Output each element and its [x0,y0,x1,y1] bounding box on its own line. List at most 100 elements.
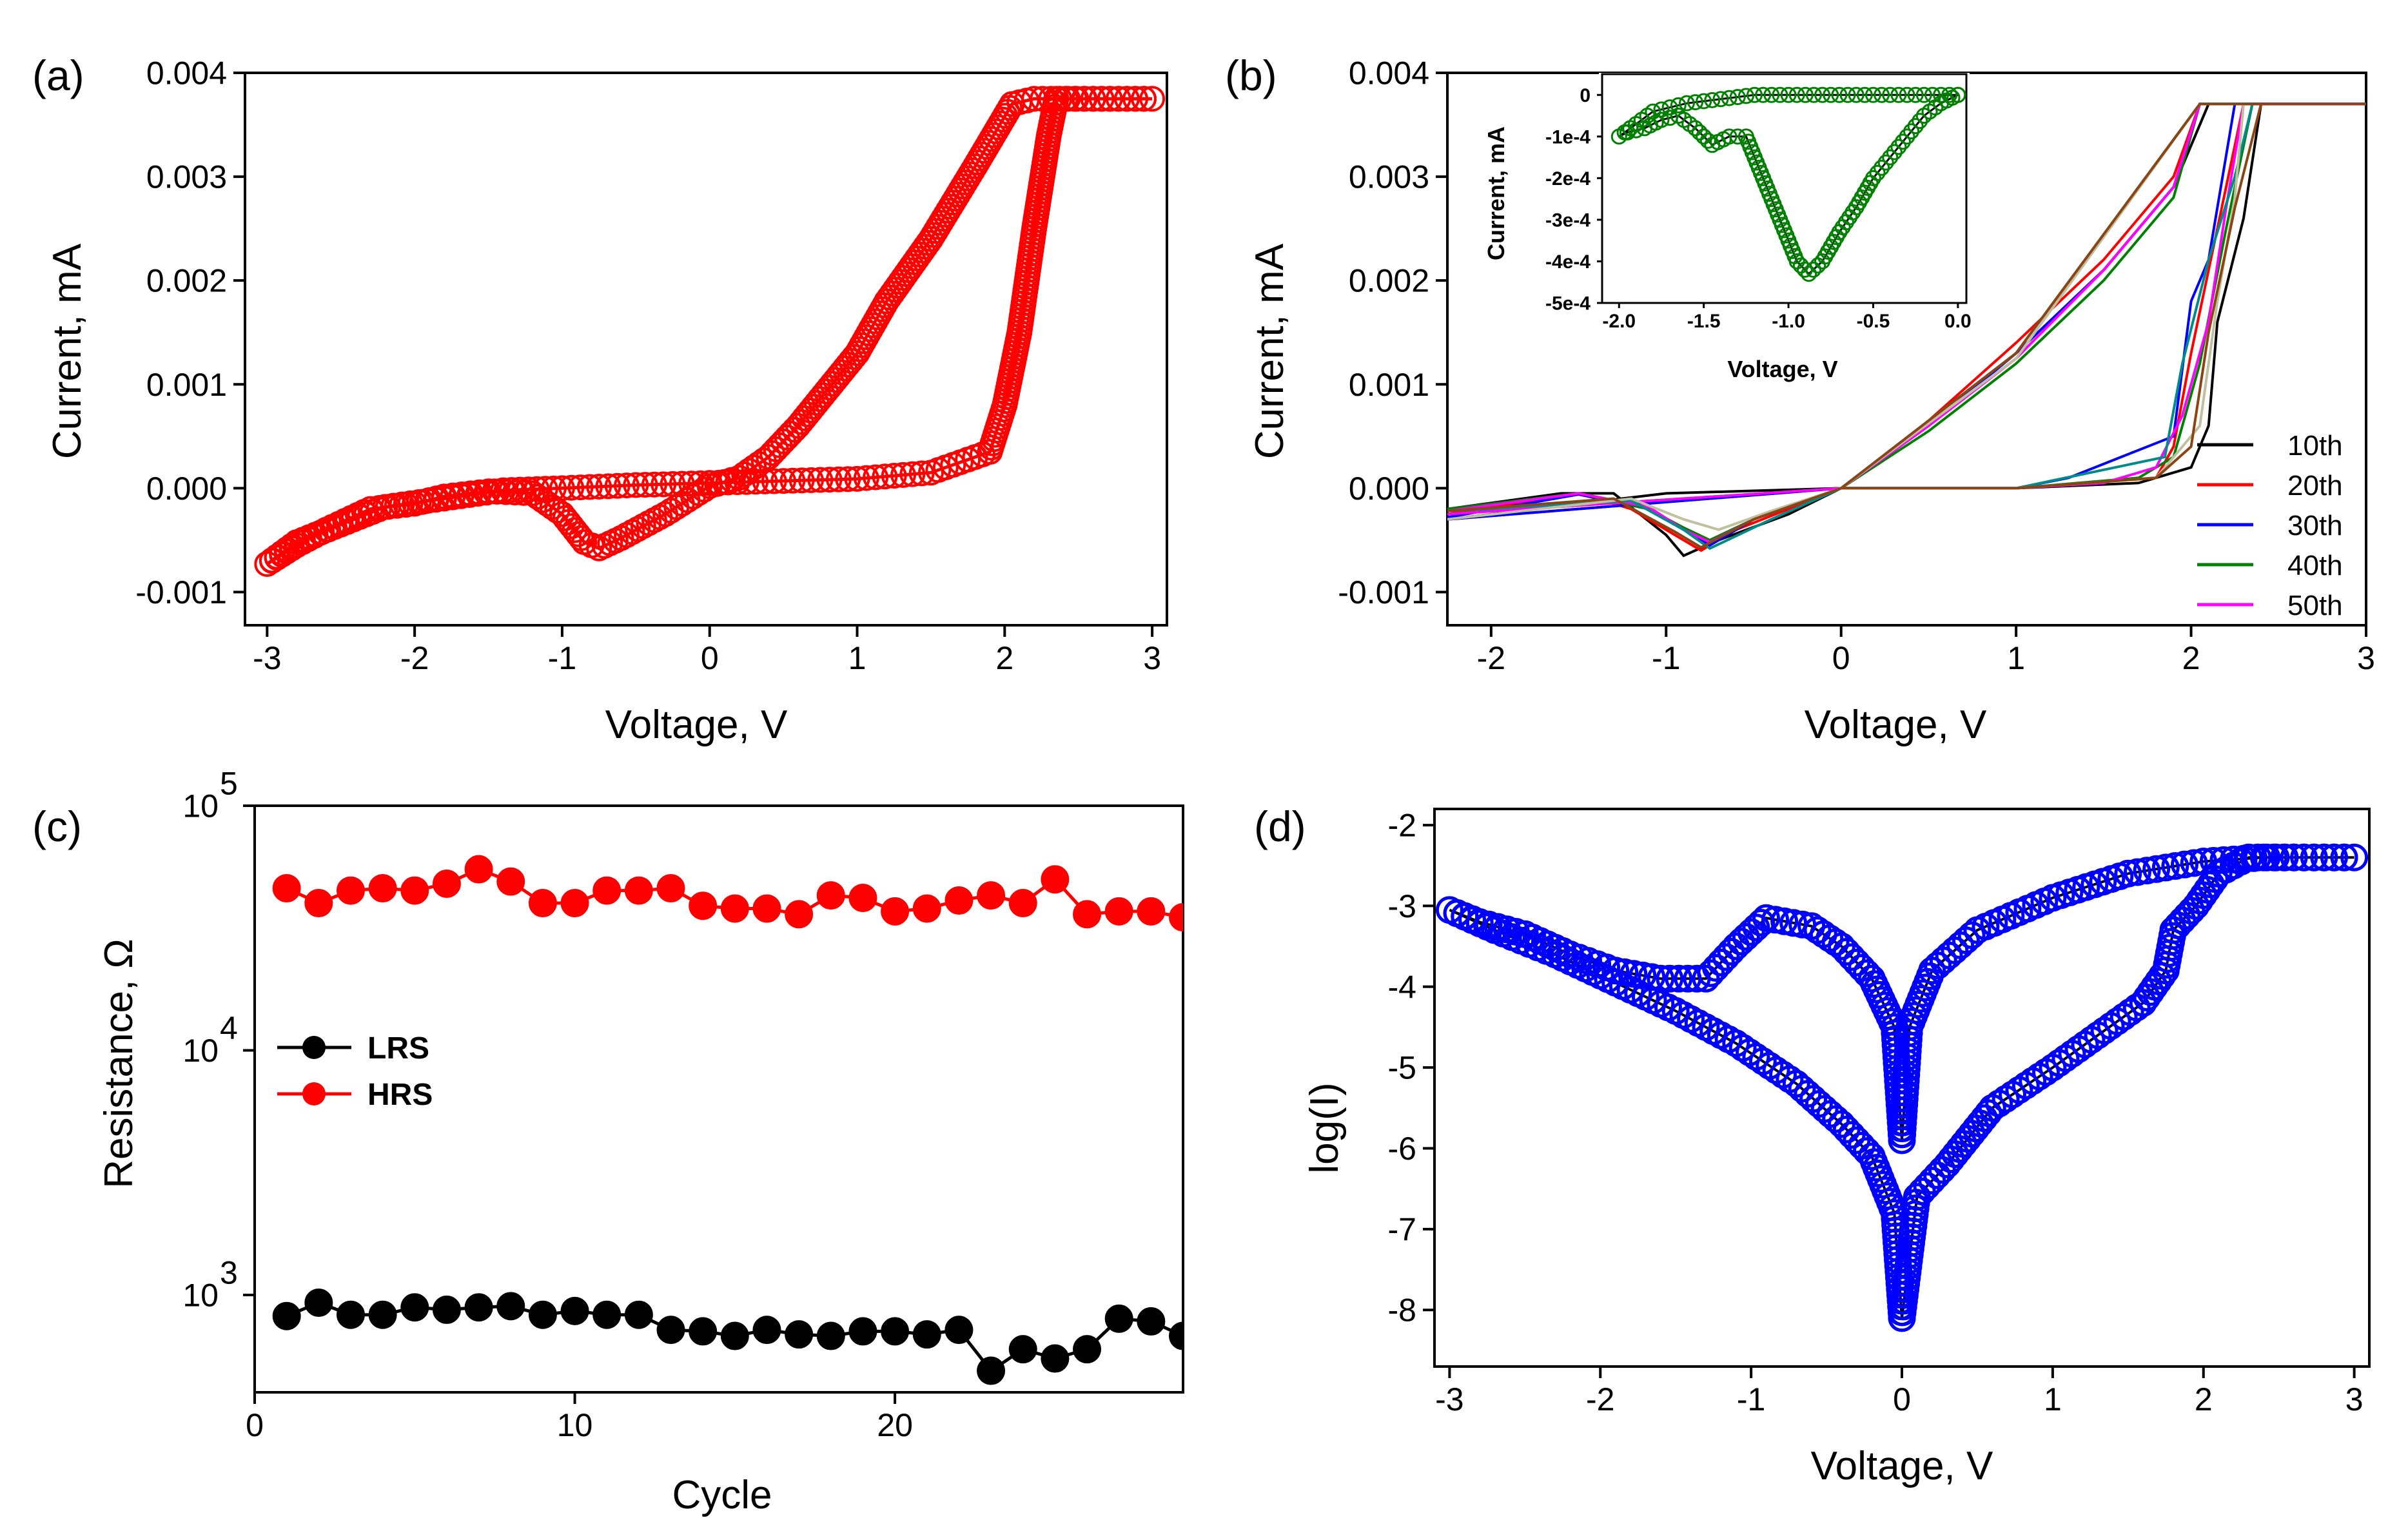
panel-a-data-point [567,474,594,501]
panel-d-data-point [2122,993,2151,1022]
panel-d-data-point [1692,964,1720,993]
panel-b-inset-data-point [1882,149,1899,166]
panel-a-data-point [1131,86,1157,112]
panel-a-data-point [532,476,558,502]
panel-b-inset-ytick-label: -4e-4 [1545,251,1591,273]
panel-a-data-point [604,472,631,499]
panel-d-xtick-label: 2 [2195,1381,2213,1417]
legend-marker-HRS [302,1082,326,1105]
panel-b-inset-xtick-label: 0.0 [1944,311,1972,332]
panel-b-inset-data-point [1924,86,1941,103]
panel-d-data [1435,843,2369,1332]
panel-d-data-point [1779,909,1808,937]
panel-d-xtick-label: -2 [1586,1381,1614,1417]
panel-b-inset-data-point [1747,86,1763,103]
panel-b-inset-data-point [1856,86,1873,103]
panel-b-xtick-label: 2 [2182,640,2200,676]
panel-b-inset-data-point [1907,118,1924,135]
panel-b-xlabel: Voltage, V [1805,703,1987,747]
panel-d-data-point [1788,910,1817,939]
panel-c-data [272,855,1183,1385]
panel-d-data-point [1761,906,1790,934]
panel-c-data-point-LRS [848,1317,877,1346]
panel-c-data-point-LRS [912,1320,941,1349]
panel-d-ytick-label: -7 [1388,1211,1416,1247]
panel-a-data-point [456,482,483,508]
panel-b-inset-ylabel: Current, mA [1483,126,1509,260]
panel-d-data-point [2161,852,2189,881]
panel-a-data-point [807,467,834,493]
panel-c-data-point-LRS [1104,1304,1133,1333]
panel-c-ytick-exponent: 5 [220,766,238,802]
panel-b-inset-xtick-label: -1.0 [1772,311,1805,332]
panel-b-ytick-label: 0.002 [1349,263,1429,299]
panel-d-data-point [2310,843,2338,871]
panel-c-data-point-LRS [977,1356,1006,1385]
panel-c-xtick-label: 20 [877,1407,913,1443]
panel-d-ylabel: log(I) [1302,1082,1347,1173]
panel-d-xtick-label: -1 [1737,1381,1765,1417]
panel-d-ytick-label: -3 [1388,888,1416,924]
panel-c-data-point-HRS [1137,897,1166,926]
panel-a-xtick-label: 0 [701,640,719,676]
panel-c-data-point-LRS [752,1316,781,1345]
panel-b-inset-data-point [1907,86,1924,103]
panel-b-inset-ytick-label: 0 [1580,85,1591,106]
panel-b-inset-data-point [1670,108,1687,124]
panel-d-data-point [2209,846,2238,874]
panel-c-xtick-label: 10 [557,1407,593,1443]
panel-b-inset-xtick-label: -2.0 [1602,311,1636,332]
panel-d-ytick-label: -2 [1388,808,1416,844]
panel-c-frame [253,804,1184,1394]
panel-a-data-point [558,474,585,501]
panel-d-data-point [2340,843,2369,871]
panel-d-data-point [2142,855,2171,883]
panel-c-data-point-LRS [400,1293,429,1322]
panel-a-data-point [586,473,612,500]
panel-c-data-point-HRS [304,889,333,918]
panel-a-xtick-label: 2 [995,640,1013,676]
panel-d-data-point [1665,964,1693,993]
panel-b-inset-data-point [1899,128,1915,145]
panel-c-data-point-HRS [752,894,781,923]
panel-c-data-point-HRS [785,900,814,929]
panel-a-plot-area: -3 -2 -1 0 1 2 3 -0.001 0.000 0.001 0.002 0.003 0.00… [135,55,1168,676]
panel-b-inset-data-point [1721,90,1737,106]
panel-a-xtick-label: -2 [400,640,429,676]
panel-d-data-point [2330,843,2358,871]
panel-b-inset-data-point [1848,86,1865,103]
panel-a-data-point [1113,86,1140,112]
panel-d-plot-area: -3 -2 -1 0 1 2 3 -2 -3 -4 -5 -6 -7 -8 [1388,808,2371,1417]
panel-a-data-point [890,462,917,488]
panel-b-ytick-label: 0.000 [1349,471,1429,507]
panel-b-xtick-label: 3 [2357,640,2375,676]
panel-b-inset-data-point [1874,159,1890,176]
panel-b-inset-data-point [1780,86,1797,103]
panel-a-data-point [863,464,889,491]
panel-c-data-point-HRS [496,867,525,896]
panel-a-ytick-label: 0.004 [146,55,227,92]
panel-b-inset-data-point [1772,86,1788,103]
panel-a-data-point [1063,86,1090,112]
panel-a-data-point [779,467,806,494]
panel-a-data-point [816,467,843,493]
panel-a-data-point [853,465,879,491]
panel-a-data-point [473,480,500,506]
legend-marker-LRS [302,1036,326,1059]
panel-c-data-point-LRS [1137,1307,1166,1336]
panel-b-inset-data-point [1729,89,1746,105]
panel-c-data-point-HRS [1073,900,1102,929]
panel-c-label: (c) [32,803,82,850]
panel-c-data-point-LRS [624,1300,653,1329]
panel-b-inset-data-point [1704,92,1721,108]
panel-c-data-point-LRS [1073,1335,1102,1364]
panel-b-inset-data-point [1877,154,1894,171]
panel-b-inset-data-point [1805,86,1822,103]
panel-c-legend: LRS HRS [277,1031,433,1112]
panel-b-inset-data-point [1915,108,1932,124]
panel-c-ytick-label: 10 [182,1277,219,1313]
panel-a-data-point [678,471,705,497]
panel-a-data-point [632,472,658,498]
panel-c-data-point-HRS [464,855,493,884]
